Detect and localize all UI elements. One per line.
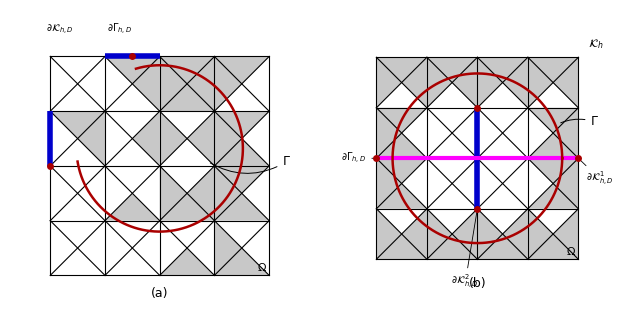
- Polygon shape: [503, 209, 528, 259]
- Polygon shape: [377, 234, 427, 259]
- Polygon shape: [187, 57, 214, 111]
- Polygon shape: [105, 193, 160, 221]
- Polygon shape: [377, 133, 427, 158]
- Polygon shape: [214, 57, 269, 84]
- Polygon shape: [214, 111, 269, 139]
- Polygon shape: [528, 183, 578, 209]
- Polygon shape: [377, 158, 427, 183]
- Polygon shape: [477, 209, 503, 259]
- Text: $\mathcal{K}_{h}$: $\mathcal{K}_{h}$: [588, 37, 604, 51]
- Polygon shape: [160, 166, 187, 221]
- Text: $\Gamma$: $\Gamma$: [560, 115, 599, 129]
- Polygon shape: [427, 57, 477, 83]
- Text: $\partial\Gamma_{h,D}$: $\partial\Gamma_{h,D}$: [341, 151, 373, 166]
- Polygon shape: [133, 57, 160, 111]
- Polygon shape: [160, 193, 214, 221]
- Polygon shape: [214, 193, 269, 221]
- Polygon shape: [528, 158, 578, 183]
- Polygon shape: [105, 57, 160, 84]
- Polygon shape: [50, 111, 105, 139]
- Polygon shape: [160, 84, 214, 111]
- Polygon shape: [133, 111, 160, 166]
- Text: (b): (b): [469, 277, 486, 290]
- Polygon shape: [503, 57, 528, 108]
- Polygon shape: [553, 57, 578, 108]
- Text: (a): (a): [151, 287, 169, 300]
- Polygon shape: [553, 158, 578, 209]
- Polygon shape: [402, 209, 427, 259]
- Polygon shape: [528, 108, 578, 133]
- Text: $\Omega$: $\Omega$: [566, 245, 576, 257]
- Polygon shape: [187, 111, 214, 166]
- Polygon shape: [452, 57, 477, 108]
- Polygon shape: [477, 234, 528, 259]
- Polygon shape: [427, 234, 477, 259]
- Polygon shape: [377, 183, 427, 209]
- Polygon shape: [214, 248, 269, 276]
- Polygon shape: [160, 111, 187, 166]
- Polygon shape: [214, 221, 242, 276]
- Polygon shape: [477, 57, 528, 83]
- Polygon shape: [160, 248, 214, 276]
- Polygon shape: [377, 57, 427, 83]
- Polygon shape: [214, 139, 269, 166]
- Polygon shape: [452, 209, 477, 259]
- Polygon shape: [377, 158, 402, 209]
- Polygon shape: [553, 209, 578, 259]
- Polygon shape: [402, 57, 427, 108]
- Polygon shape: [427, 57, 452, 108]
- Text: $\Omega$: $\Omega$: [257, 261, 267, 273]
- Polygon shape: [377, 108, 402, 158]
- Polygon shape: [214, 166, 269, 193]
- Polygon shape: [160, 57, 214, 84]
- Polygon shape: [477, 57, 503, 108]
- Polygon shape: [77, 111, 105, 166]
- Polygon shape: [528, 57, 578, 83]
- Polygon shape: [528, 133, 578, 158]
- Polygon shape: [160, 57, 187, 111]
- Text: $\partial\Gamma_{h,D}$: $\partial\Gamma_{h,D}$: [107, 22, 133, 37]
- Text: $\partial\mathcal{K}^1_{h,D}$: $\partial\mathcal{K}^1_{h,D}$: [580, 160, 614, 189]
- Polygon shape: [377, 108, 427, 133]
- Polygon shape: [377, 209, 402, 259]
- Text: $\partial\mathcal{K}^2_{h,D}$: $\partial\mathcal{K}^2_{h,D}$: [451, 212, 479, 291]
- Polygon shape: [528, 209, 553, 259]
- Polygon shape: [377, 57, 402, 108]
- Polygon shape: [187, 166, 214, 221]
- Polygon shape: [528, 57, 553, 108]
- Text: $\partial\mathcal{K}_{h,D}$: $\partial\mathcal{K}_{h,D}$: [46, 23, 74, 37]
- Polygon shape: [427, 209, 452, 259]
- Polygon shape: [214, 166, 242, 221]
- Polygon shape: [214, 111, 242, 166]
- Polygon shape: [553, 108, 578, 158]
- Polygon shape: [528, 234, 578, 259]
- Polygon shape: [214, 57, 242, 111]
- Text: $\Gamma$: $\Gamma$: [210, 155, 291, 173]
